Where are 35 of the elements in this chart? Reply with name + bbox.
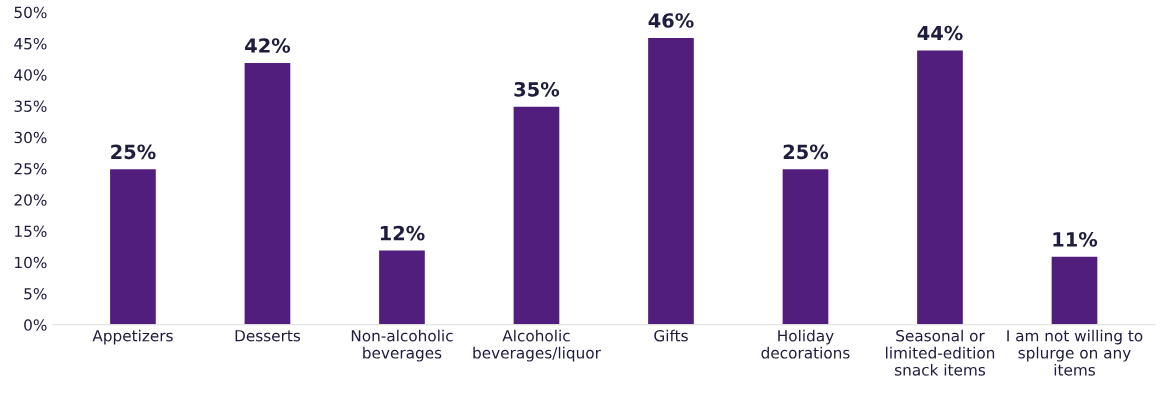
y-tick-label: 15%: [15, 225, 47, 238]
y-tick-label: 20%: [14, 194, 47, 206]
x-tick-label: Desserts: [235, 330, 301, 342]
bar: [646, 36, 696, 325]
data-label: 35%: [514, 81, 560, 97]
x-tick-label: Non-alcoholic beverages: [351, 329, 453, 362]
y-tick-label: 5%: [24, 288, 47, 300]
data-label: 12%: [380, 225, 425, 241]
y-tick-label: 40%: [14, 69, 47, 81]
y-tick-label: 30%: [14, 131, 47, 144]
data-label: 11%: [1053, 231, 1098, 247]
bar: [915, 48, 965, 325]
x-tick-label: Holiday decorations: [761, 329, 850, 359]
x-tick-label: Seasonal or limited-edition snack items: [886, 329, 995, 376]
bar: [243, 61, 292, 325]
data-label: 42%: [245, 38, 291, 53]
y-tick-label: 45%: [14, 37, 47, 50]
bar: [377, 249, 427, 325]
bar: [108, 167, 158, 325]
x-tick-label: I am not willing to splurge on any items: [1007, 329, 1143, 376]
data-label: 44%: [917, 25, 963, 41]
data-label: 25%: [783, 144, 829, 160]
y-tick-label: 0%: [24, 319, 47, 331]
bar: [781, 167, 830, 325]
data-label: 25%: [111, 144, 156, 160]
x-tick-label: Appetizers: [92, 329, 173, 345]
x-tick-label: Gifts: [654, 329, 688, 342]
y-tick-label: 10%: [15, 256, 47, 269]
data-label: 46%: [648, 13, 694, 28]
y-tick-label: 35%: [14, 100, 47, 112]
bar: [512, 105, 561, 325]
x-tick-label: Alcoholic beverages/liquor: [473, 329, 601, 362]
bar: [1050, 255, 1099, 325]
y-tick-label: 25%: [14, 162, 47, 175]
y-tick-label: 50%: [14, 6, 47, 19]
